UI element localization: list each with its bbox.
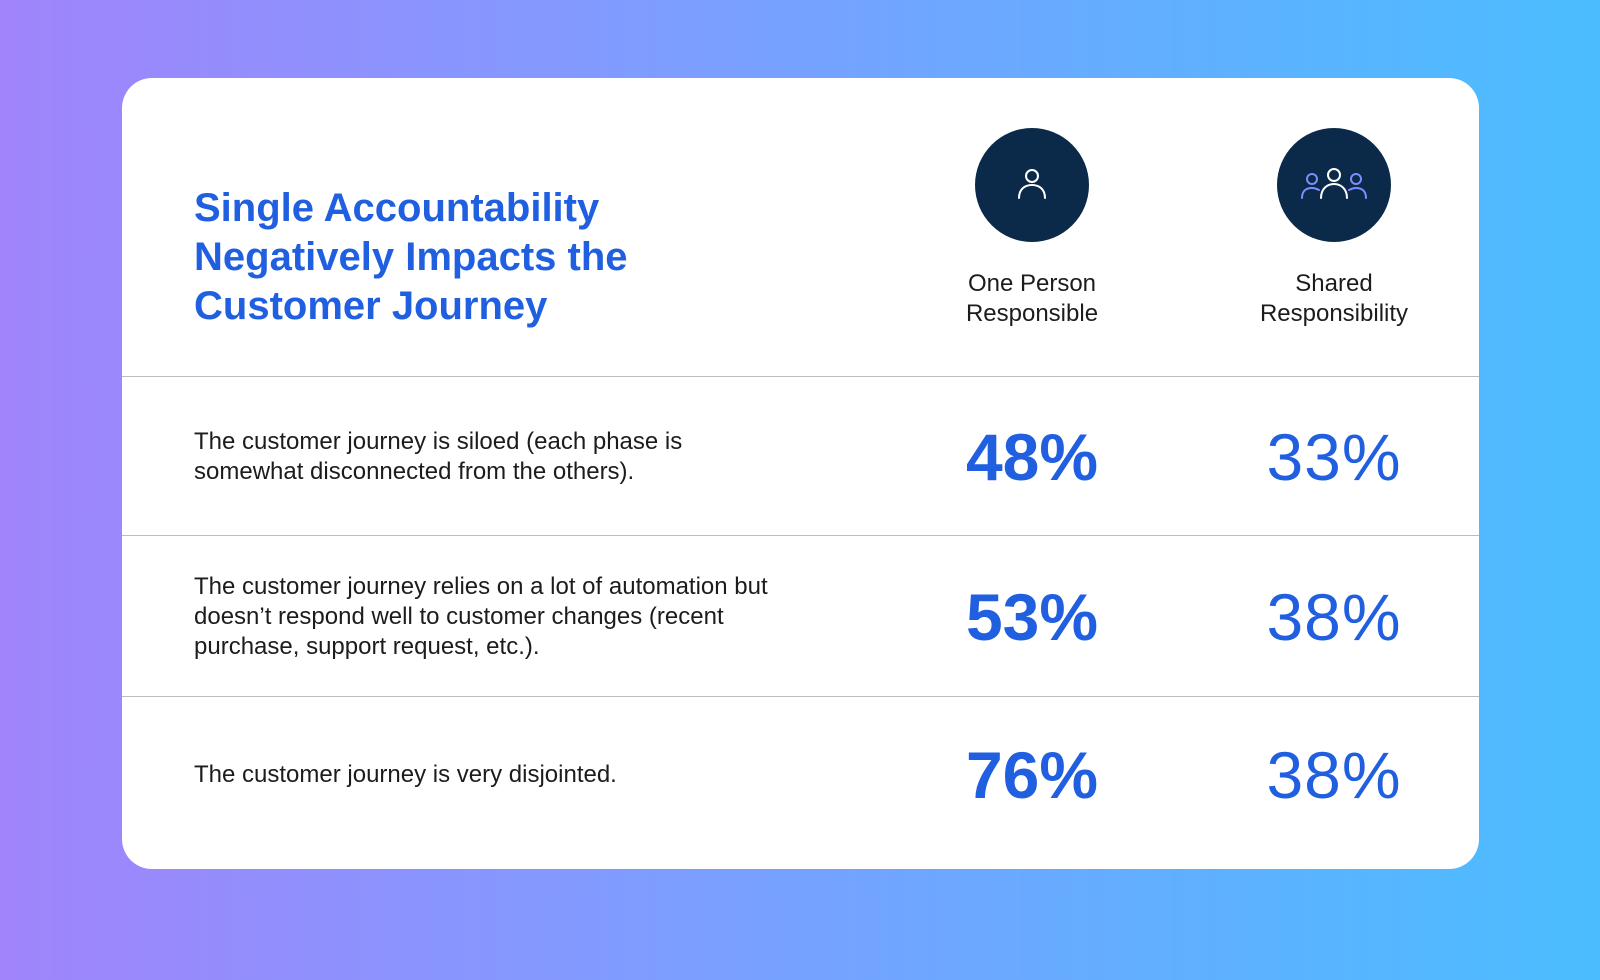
column-header-one-person: One Person Responsible — [912, 128, 1152, 329]
column-label: Shared Responsibility — [1259, 270, 1409, 327]
person-icon — [975, 128, 1089, 242]
column-label: One Person Responsible — [965, 270, 1099, 327]
table-row: The customer journey relies on a lot of … — [122, 535, 1479, 697]
value-shared: 38% — [1266, 737, 1402, 812]
column-header-shared: Shared Responsibility — [1214, 128, 1454, 329]
value-one-person: 53% — [965, 579, 1099, 654]
row-statement: The customer journey is siloed (each pha… — [194, 427, 683, 485]
table-row: The customer journey is very disjointed.… — [122, 696, 1479, 869]
value-shared: 38% — [1266, 579, 1402, 654]
infographic-card: Single Accountability Negatively Impacts… — [122, 78, 1479, 869]
row-statement: The customer journey relies on a lot of … — [194, 572, 768, 660]
value-shared: 33% — [1266, 419, 1402, 494]
value-one-person: 76% — [965, 737, 1099, 812]
value-one-person: 48% — [965, 419, 1099, 494]
group-icon — [1277, 128, 1391, 242]
table-header: Single Accountability Negatively Impacts… — [122, 78, 1479, 376]
chart-title: Single Accountability Negatively Impacts… — [194, 186, 628, 328]
table-row: The customer journey is siloed (each pha… — [122, 376, 1479, 536]
row-statement: The customer journey is very disjointed. — [194, 760, 617, 788]
